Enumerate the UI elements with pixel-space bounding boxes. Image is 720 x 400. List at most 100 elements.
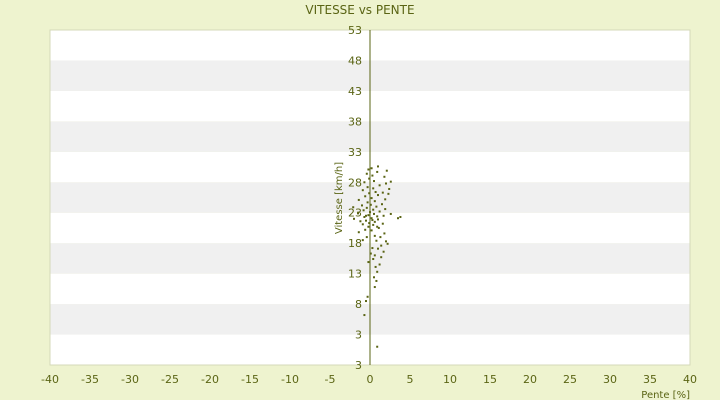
data-point	[370, 217, 373, 220]
data-point	[381, 191, 384, 194]
data-point	[375, 279, 378, 282]
data-point	[367, 261, 370, 264]
x-tick-label: -15	[241, 373, 259, 386]
data-point	[386, 242, 389, 245]
y-tick-label: 38	[348, 115, 362, 128]
data-point	[369, 203, 372, 206]
data-point	[361, 223, 364, 226]
data-point	[365, 300, 367, 303]
data-point	[372, 258, 375, 261]
data-point	[376, 170, 379, 173]
data-point	[379, 236, 382, 239]
data-point	[378, 210, 381, 213]
chart-title: VITESSE vs PENTE	[305, 3, 414, 17]
data-point	[376, 270, 379, 273]
data-point	[359, 220, 362, 223]
y-tick-label: 53	[348, 24, 362, 37]
x-tick-label: -25	[161, 373, 179, 386]
data-point	[365, 236, 368, 239]
data-point	[373, 200, 376, 203]
x-tick-label: -20	[201, 373, 219, 386]
x-tick-label: 20	[523, 373, 537, 386]
data-points	[352, 165, 402, 348]
data-point	[370, 197, 373, 200]
data-point	[361, 239, 364, 242]
data-point	[362, 209, 365, 212]
data-point	[371, 219, 374, 222]
x-tick-label: -30	[121, 373, 139, 386]
data-point	[374, 265, 377, 268]
x-tick-label: 40	[683, 373, 697, 386]
data-point	[377, 218, 379, 221]
data-point	[376, 225, 379, 228]
data-point	[371, 174, 374, 177]
data-point	[378, 184, 381, 187]
data-point	[370, 229, 373, 232]
data-point	[373, 212, 375, 215]
x-tick-label: 25	[563, 373, 577, 386]
y-tick-label: 3	[355, 359, 362, 372]
data-point	[383, 232, 386, 235]
data-point	[364, 195, 367, 198]
x-axis-label: Pente [%]	[641, 390, 690, 400]
data-point	[373, 220, 376, 223]
x-tick-label: -40	[41, 373, 59, 386]
data-point	[367, 214, 370, 217]
y-tick-label: 23	[348, 207, 362, 220]
y-tick-label: 18	[348, 237, 362, 250]
data-point	[353, 217, 355, 220]
x-tick-label: 35	[643, 373, 657, 386]
data-point	[365, 206, 368, 209]
x-tick-label: -35	[81, 373, 99, 386]
y-tick-label: 8	[355, 298, 362, 311]
data-point	[368, 177, 371, 180]
data-point	[399, 215, 402, 218]
data-point	[352, 206, 355, 209]
data-point	[376, 345, 379, 348]
data-point	[388, 187, 391, 190]
data-point	[381, 203, 383, 206]
data-point	[363, 314, 366, 317]
data-point	[377, 247, 379, 250]
x-tick-label: 10	[443, 373, 457, 386]
x-tick-label: 15	[483, 373, 497, 386]
x-tick-labels: -40 -35 -30 -25 -20 -15 -10 -5 0 5 10 15 20 25 30 35 40	[41, 373, 697, 386]
data-point	[374, 191, 377, 194]
data-point	[357, 198, 360, 201]
y-tick-label: 48	[348, 54, 362, 67]
y-tick-label: 33	[348, 146, 362, 159]
data-point	[375, 205, 378, 208]
data-point	[397, 217, 399, 220]
data-point	[370, 167, 373, 170]
data-point	[371, 247, 374, 250]
y-tick-label: 28	[348, 176, 362, 189]
data-point	[373, 180, 375, 183]
data-point	[382, 214, 385, 217]
x-tick-label: 5	[407, 373, 414, 386]
data-point	[368, 222, 371, 225]
data-point	[377, 194, 379, 197]
data-point	[363, 181, 366, 184]
data-point	[377, 165, 379, 168]
data-point	[387, 192, 390, 195]
data-point	[357, 212, 359, 215]
data-point	[389, 180, 392, 183]
data-point	[361, 189, 364, 192]
data-point	[377, 226, 380, 229]
data-point	[372, 208, 375, 211]
data-point	[383, 175, 386, 178]
data-point	[364, 228, 367, 231]
data-point	[368, 192, 371, 195]
data-point	[384, 208, 387, 211]
data-point	[367, 225, 370, 228]
data-point	[385, 169, 388, 172]
data-point	[380, 244, 383, 247]
data-point	[369, 252, 372, 255]
data-point	[366, 295, 369, 298]
data-point	[373, 276, 375, 279]
data-point	[381, 222, 384, 225]
data-point	[382, 250, 385, 253]
y-axis-label: Vitesse [km/h]	[334, 162, 345, 234]
data-point	[385, 182, 387, 185]
